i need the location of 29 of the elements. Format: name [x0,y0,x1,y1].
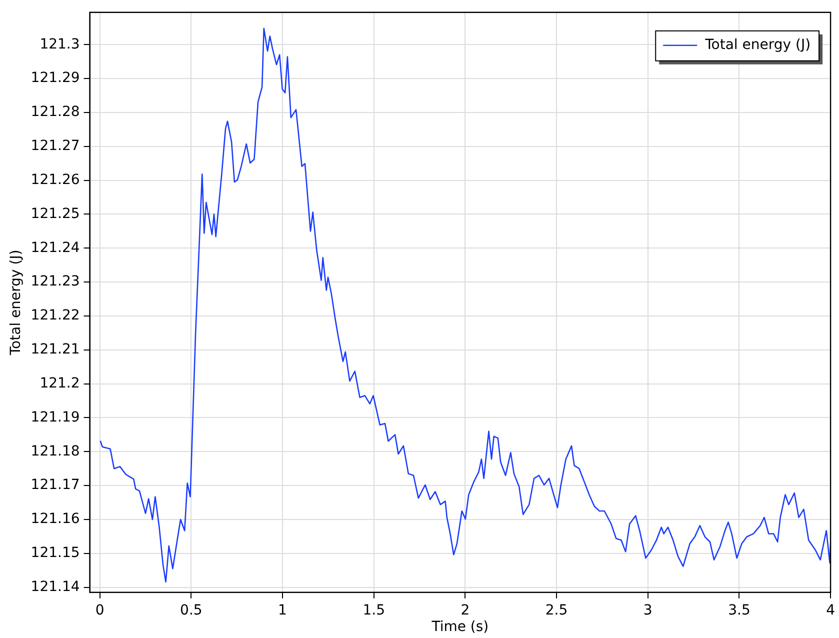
y-tick-label: 121.19 [30,409,80,426]
y-tick-label: 121.15 [30,545,80,562]
x-tick-label: 0.5 [180,602,202,618]
x-tick-label: 3 [643,602,652,618]
y-tick-label: 121.29 [30,70,80,86]
y-tick-label: 121.21 [30,342,80,358]
legend-label: Total energy (J) [704,37,811,54]
y-tick-label: 121.22 [30,308,80,324]
y-tick-label: 121.26 [30,172,80,188]
x-tick-label: 4 [826,602,836,618]
x-tick-label: 1.5 [362,602,385,618]
y-tick-label: 121.14 [30,578,80,595]
y-tick-label: 121.18 [30,443,80,460]
y-tick-label: 121.25 [30,206,80,222]
y-axis-title: Total energy (J) [8,250,24,356]
y-tick-label: 121.2 [40,375,80,392]
y-tick-label: 121.24 [30,240,80,256]
y-tick-label: 121.28 [30,104,80,120]
y-tick-label: 121.16 [30,511,80,528]
x-tick-label: 3.5 [728,602,750,618]
y-tick-label: 121.27 [30,138,80,154]
x-tick-label: 0 [95,602,104,618]
y-tick-label: 121.17 [30,477,80,494]
x-tick-label: 2 [460,602,470,618]
x-axis-title: Time (s) [430,619,489,636]
x-tick-label: 2.5 [545,602,568,618]
y-tick-label: 121.3 [40,36,80,52]
y-tick-label: 121.23 [30,274,80,290]
x-tick-label: 1 [278,602,287,618]
